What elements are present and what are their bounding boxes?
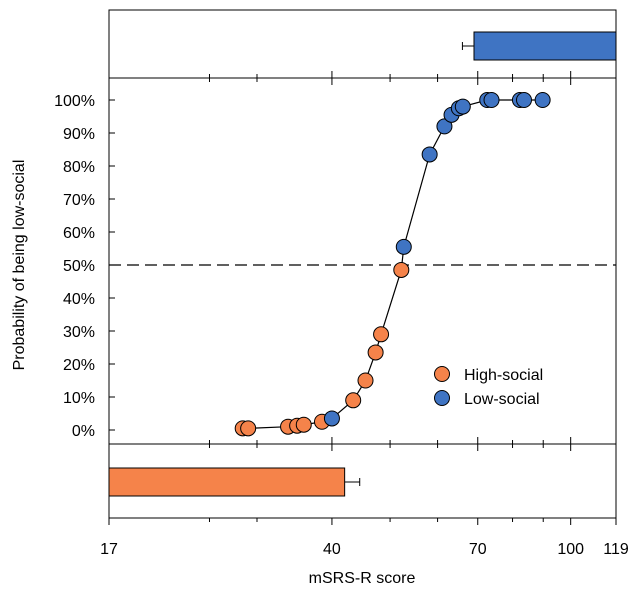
y-tick-label: 100% <box>54 93 95 110</box>
data-point-high-social <box>357 372 374 389</box>
y-tick-label: 40% <box>63 291 95 308</box>
legend: High-social Low-social <box>434 366 543 408</box>
data-point-high-social <box>373 326 390 343</box>
y-tick-label: 10% <box>63 390 95 407</box>
y-tick-label: 0% <box>72 423 95 440</box>
data-point-low-social <box>421 146 438 163</box>
data-point-low-social <box>323 410 340 427</box>
legend-label-low-social: Low-social <box>464 391 540 408</box>
data-point-low-social <box>454 98 471 115</box>
y-axis-label: Probability of being low-social <box>11 160 28 371</box>
x-tick-label: 70 <box>469 541 487 558</box>
legend-marker-low-social <box>434 390 450 406</box>
data-point-high-social <box>345 392 362 409</box>
data-point-low-social <box>483 92 500 108</box>
data-point-low-social <box>516 92 533 108</box>
summary-bar-low-social <box>473 31 617 61</box>
data-point-low-social <box>436 118 453 135</box>
y-tick-label: 20% <box>63 357 95 374</box>
y-tick-label: 50% <box>63 258 95 275</box>
x-tick-label: 17 <box>100 541 118 558</box>
y-tick-label: 90% <box>63 126 95 143</box>
x-tick-label: 40 <box>323 541 341 558</box>
x-tick-label: 119 <box>603 541 629 558</box>
data-point-high-social <box>367 344 384 361</box>
y-tick-label: 70% <box>63 192 95 209</box>
legend-label-high-social: High-social <box>464 367 543 384</box>
summary-bar-high-social <box>108 467 346 497</box>
y-tick-label: 60% <box>63 225 95 242</box>
legend-marker-high-social <box>434 366 450 382</box>
data-point-high-social <box>393 261 410 278</box>
data-point-high-social <box>295 416 312 433</box>
data-point-low-social <box>534 92 551 108</box>
data-point-high-social <box>240 420 257 437</box>
x-axis-label: mSRS-R score <box>309 570 416 587</box>
data-point-low-social <box>395 238 412 255</box>
y-tick-label: 80% <box>63 159 95 176</box>
x-tick-label: 100 <box>557 541 584 558</box>
main-plot-frame <box>108 77 617 445</box>
y-tick-label: 30% <box>63 324 95 341</box>
